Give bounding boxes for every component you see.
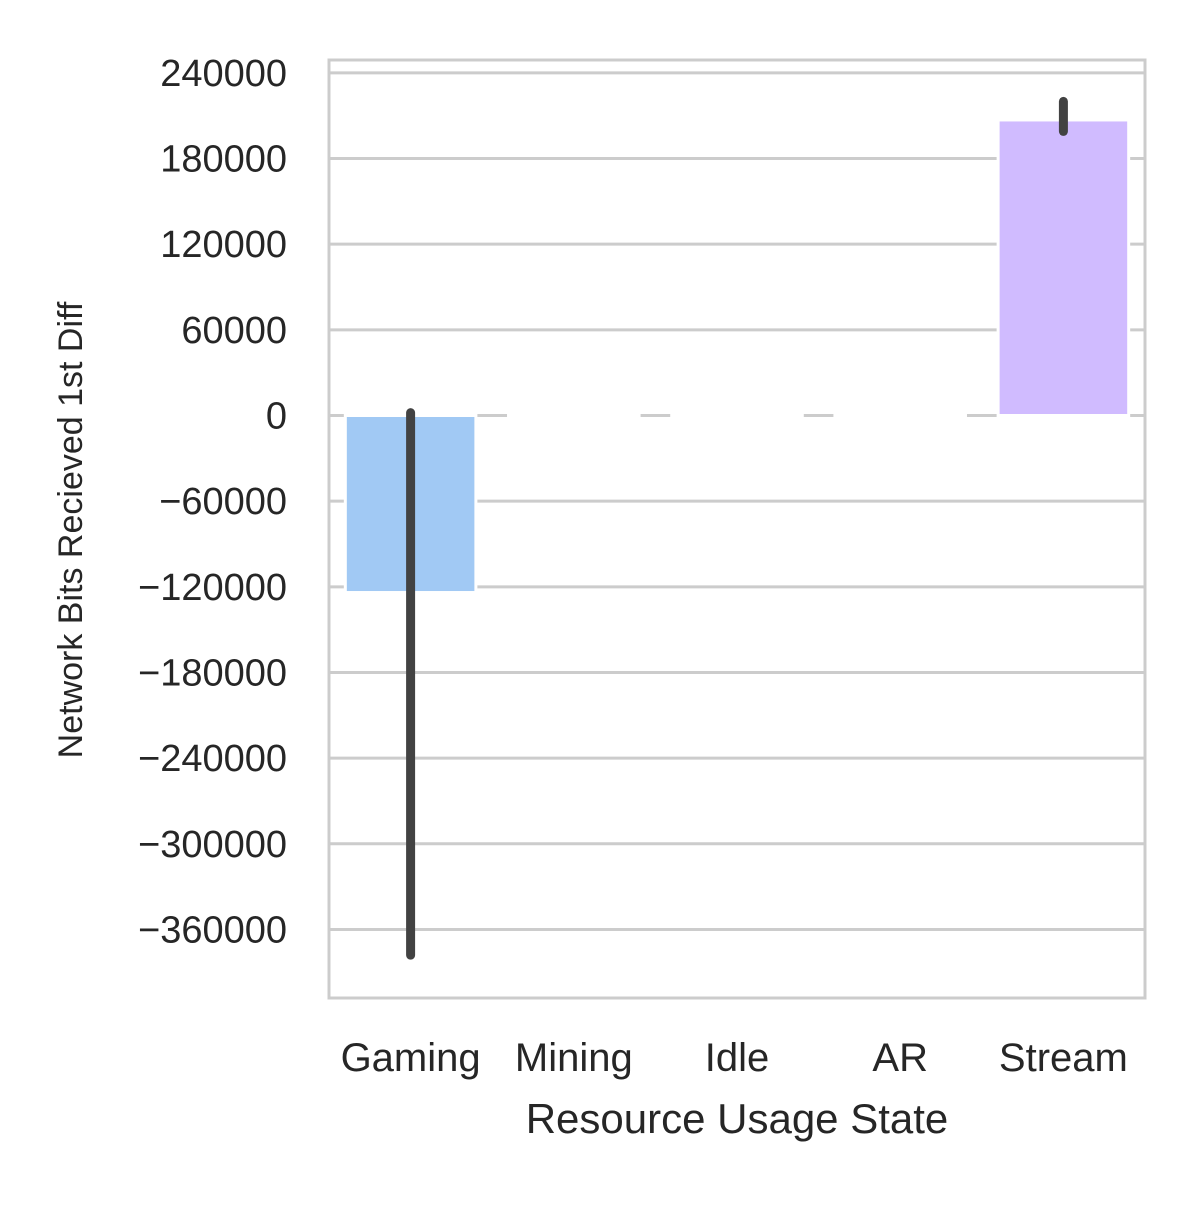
- y-tick-labels: 240000 180000 120000 60000 0 −60000 −120000 −18…: [138, 53, 287, 952]
- x-axis-label: Resource Usage State: [526, 1095, 949, 1142]
- y-tick-label: −360000: [138, 909, 287, 951]
- x-tick-label: Idle: [705, 1036, 770, 1080]
- y-tick-label: 180000: [160, 139, 287, 181]
- bar-idle: [670, 413, 804, 419]
- x-tick-label: AR: [872, 1036, 928, 1080]
- error-bars: [406, 96, 1068, 960]
- y-tick-label: −120000: [138, 567, 287, 609]
- y-tick-label: 240000: [160, 53, 287, 95]
- x-tick-label: Gaming: [341, 1036, 481, 1080]
- bars: [343, 118, 1131, 595]
- y-tick-label: −240000: [138, 738, 287, 780]
- bar-ar: [833, 413, 967, 419]
- bar-mining: [507, 413, 641, 419]
- bar-stream: [996, 118, 1131, 417]
- y-tick-label: −300000: [138, 824, 287, 866]
- y-axis-label: Network Bits Recieved 1st Diff: [52, 301, 90, 758]
- x-tick-label: Mining: [515, 1036, 633, 1080]
- y-tick-label: 60000: [181, 310, 287, 352]
- x-tick-label: Stream: [999, 1036, 1128, 1080]
- plot-frame: [327, 58, 1147, 1000]
- y-tick-label: −60000: [159, 481, 287, 523]
- y-tick-label: 0: [266, 395, 287, 437]
- y-tick-label: 120000: [160, 224, 287, 266]
- x-tick-labels: Gaming Mining Idle AR Stream: [341, 1036, 1128, 1080]
- y-tick-label: −180000: [138, 652, 287, 694]
